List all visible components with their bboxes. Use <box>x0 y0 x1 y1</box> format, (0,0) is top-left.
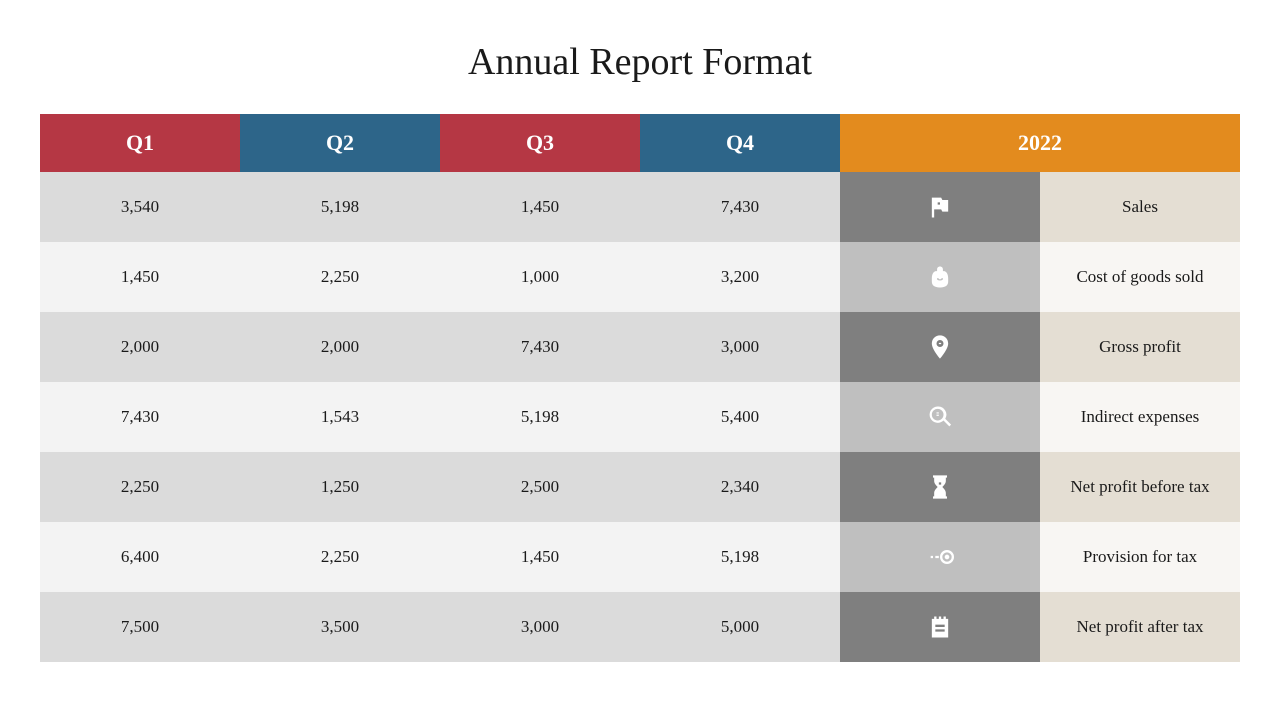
data-cell-q4: 3,000 <box>640 312 840 382</box>
data-cell-q1: 1,450 <box>40 242 240 312</box>
data-cell-q1: 3,540 <box>40 172 240 242</box>
page-title: Annual Report Format <box>40 40 1240 84</box>
row-label: Cost of goods sold <box>1040 242 1240 312</box>
data-cell-q2: 1,543 <box>240 382 440 452</box>
data-cell-q3: 7,430 <box>440 312 640 382</box>
row-label: Provision for tax <box>1040 522 1240 592</box>
data-cell-q3: 2,500 <box>440 452 640 522</box>
data-cell-q4: 5,198 <box>640 522 840 592</box>
data-cell-q3: 5,198 <box>440 382 640 452</box>
data-cell-q3: 1,450 <box>440 522 640 592</box>
table-header-row: Q1 Q2 Q3 Q4 2022 <box>40 114 1240 172</box>
row-label: Indirect expenses <box>1040 382 1240 452</box>
data-cell-q2: 5,198 <box>240 172 440 242</box>
table-row: 3,5405,1981,4507,430 Sales <box>40 172 1240 242</box>
table-row: 2,0002,0007,4303,000Gross profit <box>40 312 1240 382</box>
row-label: Net profit before tax <box>1040 452 1240 522</box>
row-label: Gross profit <box>1040 312 1240 382</box>
data-cell-q1: 6,400 <box>40 522 240 592</box>
header-q2: Q2 <box>240 114 440 172</box>
data-cell-q4: 7,430 <box>640 172 840 242</box>
data-cell-q3: 1,450 <box>440 172 640 242</box>
report-table: Q1 Q2 Q3 Q4 2022 3,5405,1981,4507,430Sal… <box>40 114 1240 662</box>
table-row: 7,4301,5435,1985,400 Indirect expenses <box>40 382 1240 452</box>
data-cell-q3: 3,000 <box>440 592 640 662</box>
hourglass-icon <box>840 452 1040 522</box>
data-cell-q1: 2,000 <box>40 312 240 382</box>
data-cell-q1: 7,500 <box>40 592 240 662</box>
data-cell-q4: 2,340 <box>640 452 840 522</box>
data-cell-q4: 5,400 <box>640 382 840 452</box>
header-q1: Q1 <box>40 114 240 172</box>
table-row: 2,2501,2502,5002,340 Net profit before ta… <box>40 452 1240 522</box>
data-cell-q3: 1,000 <box>440 242 640 312</box>
search-icon <box>840 382 1040 452</box>
flag-icon <box>840 172 1040 242</box>
notepad-icon <box>840 592 1040 662</box>
row-label: Sales <box>1040 172 1240 242</box>
table-row: 7,5003,5003,0005,000 Net profit after tax <box>40 592 1240 662</box>
header-year: 2022 <box>840 114 1240 172</box>
data-cell-q4: 3,200 <box>640 242 840 312</box>
row-label: Net profit after tax <box>1040 592 1240 662</box>
data-cell-q2: 2,250 <box>240 522 440 592</box>
header-q4: Q4 <box>640 114 840 172</box>
target-icon <box>840 522 1040 592</box>
data-cell-q2: 3,500 <box>240 592 440 662</box>
data-cell-q2: 2,250 <box>240 242 440 312</box>
data-cell-q2: 2,000 <box>240 312 440 382</box>
data-cell-q1: 7,430 <box>40 382 240 452</box>
bag-icon <box>840 242 1040 312</box>
header-q3: Q3 <box>440 114 640 172</box>
table-row: 6,4002,2501,4505,198 Provision for tax <box>40 522 1240 592</box>
data-cell-q1: 2,250 <box>40 452 240 522</box>
data-cell-q2: 1,250 <box>240 452 440 522</box>
pin-icon <box>840 312 1040 382</box>
table-row: 1,4502,2501,0003,200 Cost of goods sold <box>40 242 1240 312</box>
data-cell-q4: 5,000 <box>640 592 840 662</box>
